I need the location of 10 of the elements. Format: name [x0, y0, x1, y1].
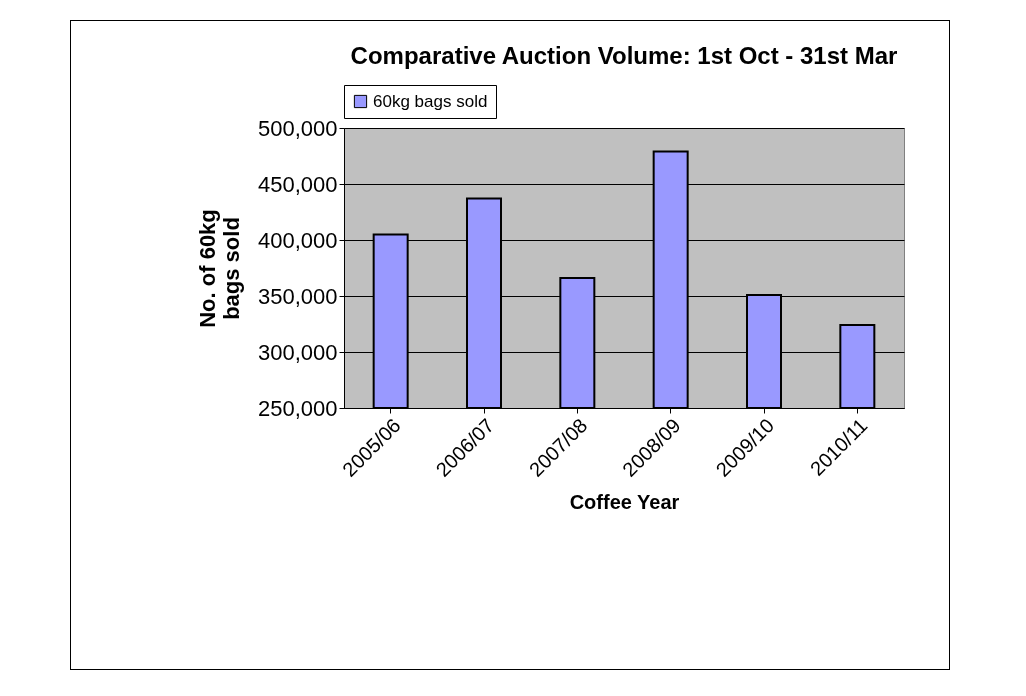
x-axis-title: Coffee Year	[569, 490, 680, 513]
y-tick-label: 350,000	[257, 283, 338, 309]
y-tick-label: 450,000	[257, 171, 338, 197]
y-tick-label: 500,000	[257, 115, 338, 141]
legend-label: 60kg bags sold	[373, 91, 488, 111]
y-tick-label: 300,000	[257, 339, 338, 365]
chart-title: Comparative Auction Volume: 1st Oct - 31st Mar	[350, 41, 898, 69]
y-axis-title: No. of 60kg bags sold	[194, 209, 244, 328]
y-tick-label: 250,000	[257, 395, 338, 421]
y-tick-label: 400,000	[257, 227, 338, 253]
